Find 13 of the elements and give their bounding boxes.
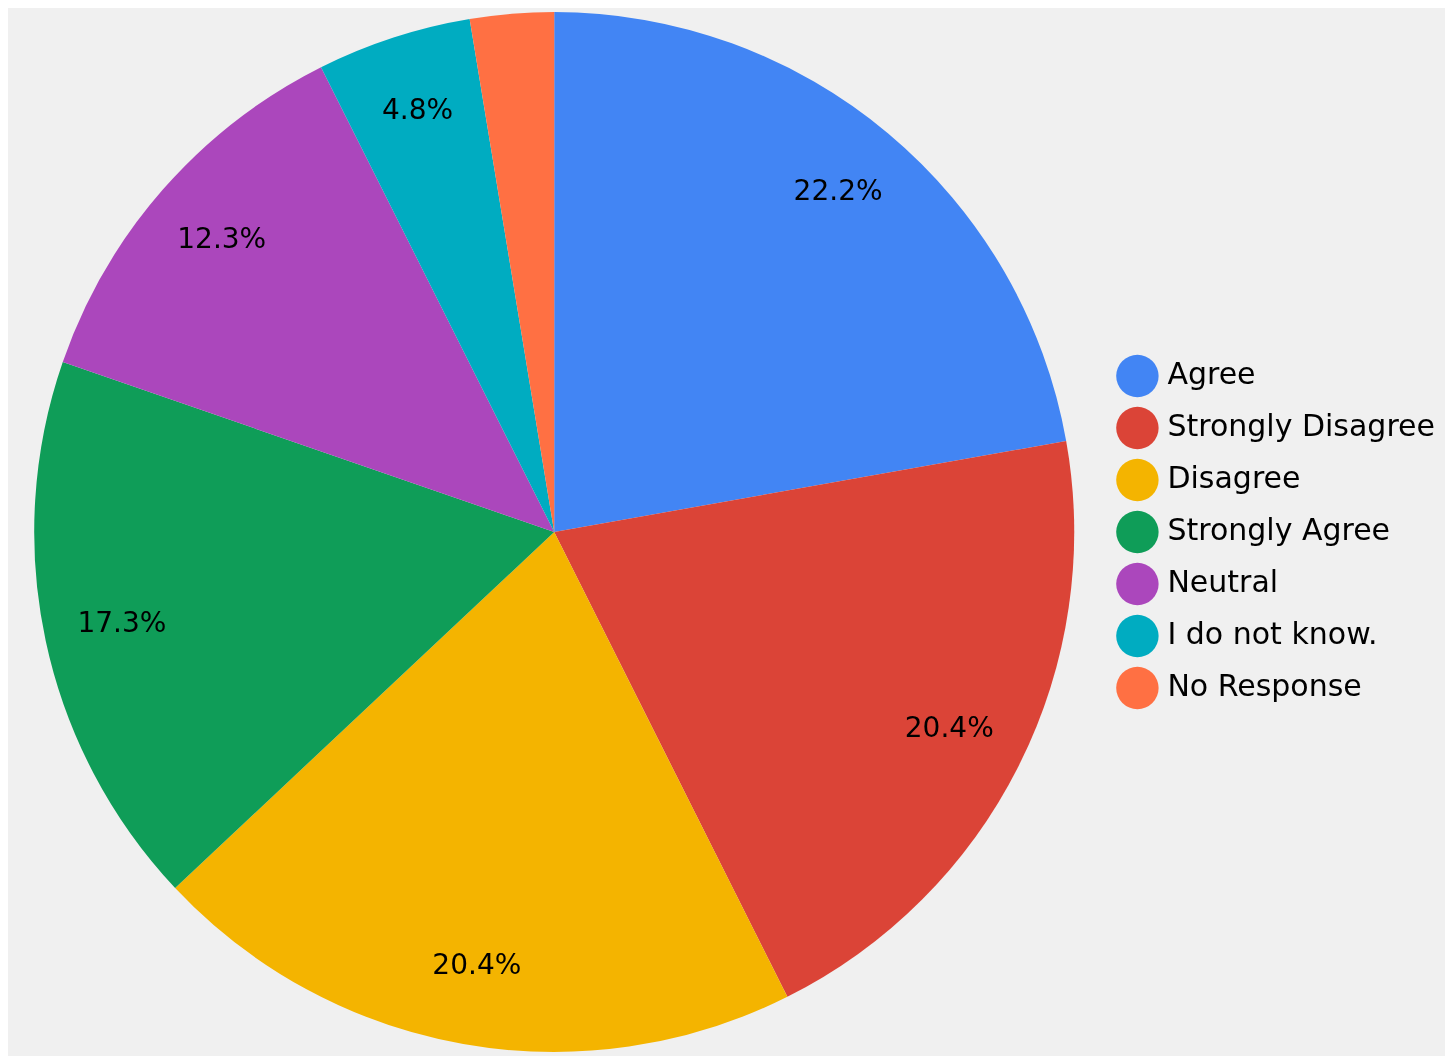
data-label: 12.3% bbox=[177, 222, 267, 256]
legend-label: Agree bbox=[1167, 355, 1256, 391]
legend-label: I do not know. bbox=[1167, 615, 1378, 651]
legend-label: Disagree bbox=[1167, 459, 1301, 495]
legend-label: Strongly Disagree bbox=[1167, 407, 1436, 443]
data-label: 20.4% bbox=[432, 948, 522, 982]
data-label: 20.4% bbox=[904, 711, 994, 745]
data-label: 17.3% bbox=[77, 605, 167, 639]
data-label: 4.8% bbox=[382, 92, 454, 126]
legend-label: No Response bbox=[1167, 667, 1362, 703]
legend-label: Strongly Agree bbox=[1167, 511, 1391, 547]
data-label: 22.2% bbox=[793, 174, 883, 208]
legend-label: Neutral bbox=[1167, 563, 1279, 599]
